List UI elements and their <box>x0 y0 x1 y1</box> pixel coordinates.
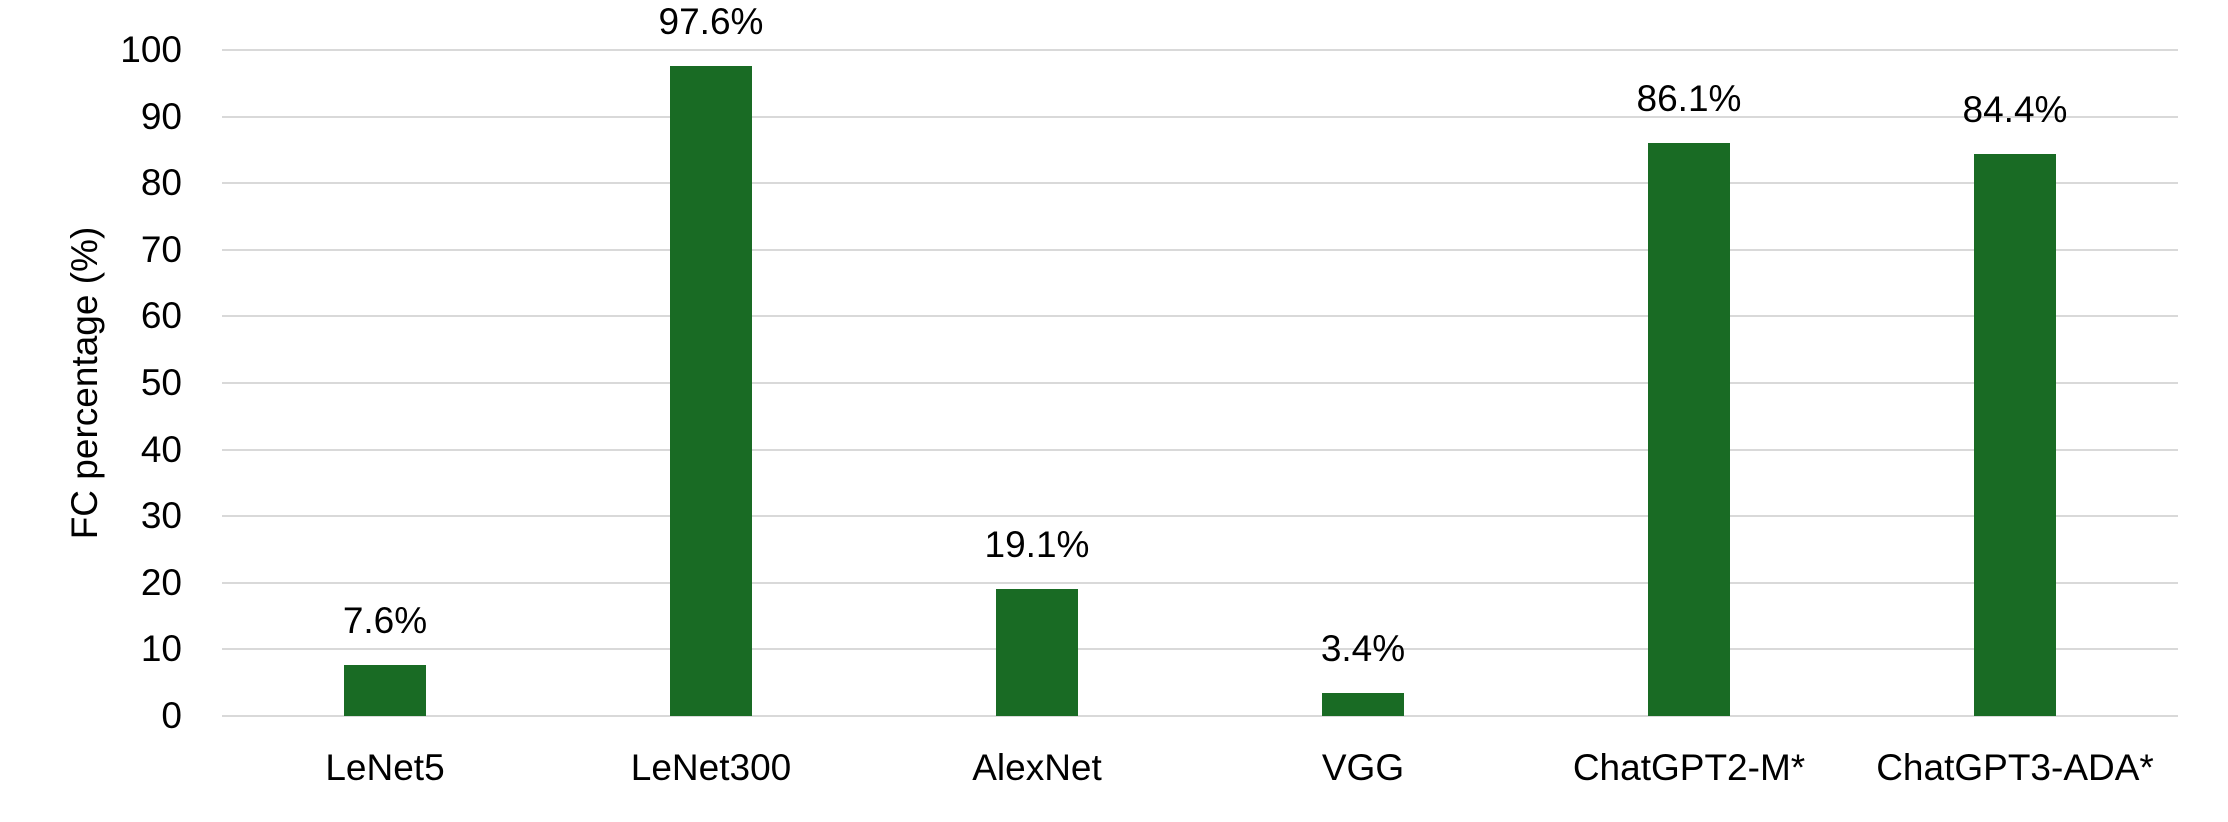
y-tick-label-70: 70 <box>140 228 182 270</box>
plot-area: 7.6% 97.6% 19.1% 3.4% 86.1% 84.4% <box>222 1 2178 717</box>
y-tick-label-50: 50 <box>140 362 182 403</box>
y-tick-label-80: 80 <box>140 162 182 204</box>
bar-alexnet <box>996 588 1078 716</box>
x-label-alexnet: AlexNet <box>972 747 1102 788</box>
gridline-40 <box>222 448 2178 451</box>
y-tick-label-30: 30 <box>140 495 182 537</box>
gridline-60 <box>222 315 2178 318</box>
gridline-0 <box>222 715 2178 717</box>
gridline-50 <box>222 382 2178 384</box>
gridline-90 <box>222 115 2178 118</box>
data-label-alexnet: 19.1% <box>984 523 1090 565</box>
y-tick-label-0: 0 <box>161 695 182 736</box>
y-tick-label-40: 40 <box>140 428 182 470</box>
x-label-chatgpt2-m: ChatGPT2-M* <box>1572 747 1806 788</box>
data-label-lenet300: 97.6% <box>658 0 764 42</box>
bar-chatgpt3-ada <box>1974 153 2056 716</box>
data-label-vgg: 3.4% <box>1320 628 1406 670</box>
y-tick-label-90: 90 <box>140 95 182 137</box>
x-label-chatgpt3-ada: ChatGPT3-ADA* <box>1876 747 2154 788</box>
bar-lenet5 <box>344 665 426 716</box>
x-label-vgg: VGG <box>1321 747 1405 788</box>
x-label-lenet5: LeNet5 <box>325 747 445 788</box>
gridline-100 <box>222 49 2178 51</box>
gridline-20 <box>222 581 2178 584</box>
y-tick-label-100: 100 <box>120 29 182 70</box>
bar-chatgpt2-m <box>1648 142 1730 716</box>
gridline-80 <box>222 182 2178 185</box>
data-label-chatgpt2-m: 86.1% <box>1636 77 1742 119</box>
gridline-30 <box>222 515 2178 518</box>
bar-lenet300 <box>670 65 752 716</box>
data-label-lenet5: 7.6% <box>342 600 428 642</box>
x-label-lenet300: LeNet300 <box>630 747 792 788</box>
bar-vgg <box>1322 693 1404 716</box>
data-label-chatgpt3-ada: 84.4% <box>1962 88 2068 130</box>
y-tick-label-60: 60 <box>140 295 182 337</box>
gridline-70 <box>222 248 2178 251</box>
y-tick-label-10: 10 <box>140 628 182 670</box>
y-tick-label-20: 20 <box>140 561 182 603</box>
gridline-10 <box>222 648 2178 651</box>
